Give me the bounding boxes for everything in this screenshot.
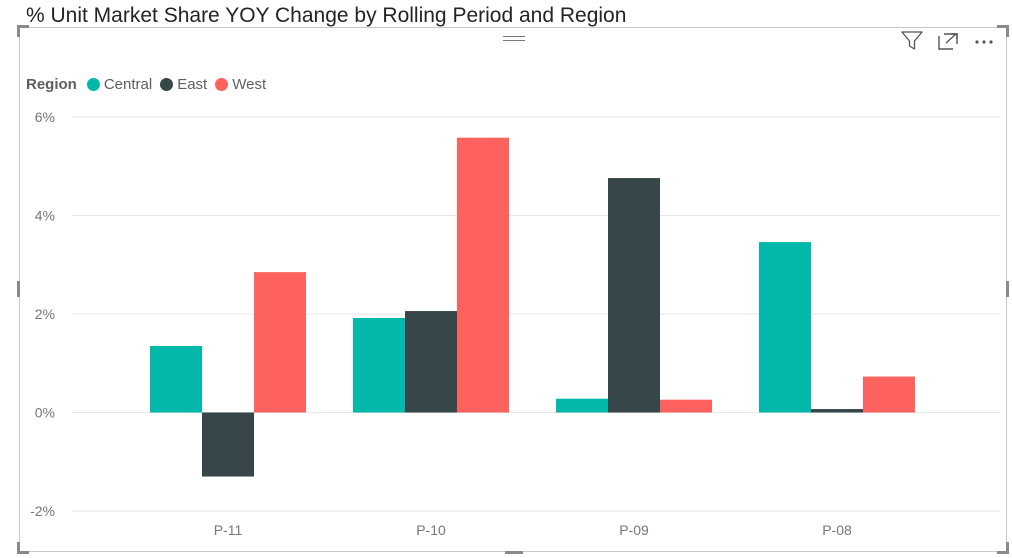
filter-icon[interactable] — [900, 30, 924, 52]
bar-central-p-11[interactable] — [150, 346, 202, 413]
resize-handle-bottom[interactable] — [505, 551, 523, 554]
bar-central-p-10[interactable] — [353, 317, 405, 413]
bar-west-p-11[interactable] — [254, 272, 306, 413]
legend-item-west[interactable]: West — [215, 76, 266, 93]
legend-label-west: West — [232, 75, 267, 93]
legend-item-central[interactable]: Central — [86, 75, 153, 93]
resize-handle-top-right[interactable] — [997, 25, 1009, 28]
resize-handle-left[interactable] — [17, 281, 20, 297]
y-tick-label: 0% — [35, 405, 55, 421]
resize-handle-bottom-right[interactable] — [997, 551, 1009, 554]
legend-marker-east — [160, 77, 174, 91]
bar-west-p-09[interactable] — [660, 399, 712, 413]
y-tick-label: 6% — [35, 109, 55, 125]
legend-item-east[interactable]: East — [160, 76, 207, 93]
legend-marker-west — [215, 77, 229, 91]
drag-grip-icon[interactable] — [503, 36, 525, 44]
x-tick-label: P-10 — [416, 522, 446, 538]
legend-title: Region — [26, 75, 77, 93]
legend-label-east: East — [177, 75, 208, 93]
y-tick-label: 4% — [35, 208, 55, 224]
y-tick-label: -2% — [30, 503, 55, 519]
resize-handle-bottom-right-v[interactable] — [1006, 542, 1009, 554]
y-tick-label: 2% — [35, 306, 55, 322]
bar-east-p-08[interactable] — [811, 409, 863, 413]
bar-west-p-10[interactable] — [457, 137, 509, 413]
chart-title: % Unit Market Share YOY Change by Rollin… — [26, 4, 627, 27]
bar-central-p-08[interactable] — [759, 242, 811, 413]
x-tick-label: P-11 — [214, 522, 243, 538]
bar-central-p-09[interactable] — [556, 398, 608, 413]
resize-handle-bottom-left[interactable] — [17, 551, 29, 554]
bar-east-p-09[interactable] — [608, 178, 660, 413]
bar-west-p-08[interactable] — [863, 376, 915, 413]
resize-handle-right[interactable] — [1006, 281, 1009, 297]
resize-handle-top-left-v[interactable] — [17, 25, 20, 37]
resize-handle-top-left[interactable] — [17, 25, 29, 28]
legend: Region Central East West — [26, 74, 274, 94]
visual-header-icons — [900, 30, 996, 52]
more-options-icon[interactable] — [972, 30, 996, 52]
bar-east-p-10[interactable] — [405, 311, 457, 413]
x-tick-label: P-09 — [619, 522, 649, 538]
legend-marker-central — [86, 77, 100, 91]
focus-mode-icon[interactable] — [936, 30, 960, 52]
legend-label-central: Central — [103, 75, 153, 93]
x-tick-label: P-08 — [822, 522, 852, 538]
bar-east-p-11[interactable] — [202, 412, 254, 477]
resize-handle-bottom-left-v[interactable] — [17, 542, 20, 554]
resize-handle-top-right-v[interactable] — [1006, 25, 1009, 37]
